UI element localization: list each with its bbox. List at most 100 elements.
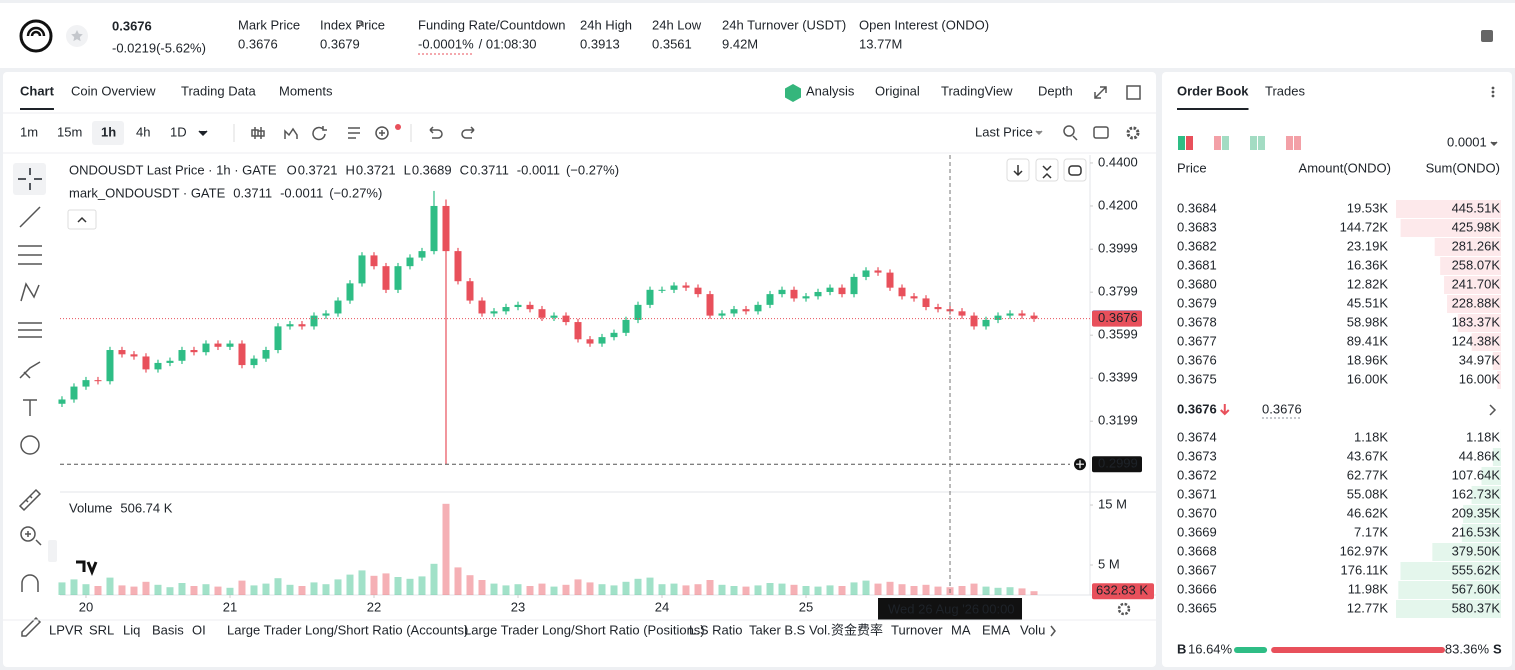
ohlc-value: 0.3721	[356, 162, 396, 177]
candle-body	[274, 326, 282, 351]
layout-icon[interactable]	[1286, 136, 1293, 150]
candle-body	[694, 287, 702, 295]
layout-icon[interactable]	[1294, 136, 1301, 150]
volume-tag-label: 632.83 K	[1096, 583, 1148, 598]
volume-bar	[586, 582, 594, 595]
chart-tab[interactable]: Trading Data	[181, 83, 256, 98]
candle-body	[934, 307, 942, 310]
notes-icon[interactable]	[1481, 30, 1493, 42]
chart-tab[interactable]: Coin Overview	[71, 83, 156, 98]
view-tab[interactable]: Analysis	[806, 83, 855, 98]
indicator[interactable]: L.S Ratio	[689, 622, 742, 637]
icon	[1050, 625, 1056, 637]
ohlc-value: 0.3721	[298, 162, 338, 177]
volume-bar	[526, 586, 534, 595]
indicator[interactable]: Turnover	[891, 622, 943, 637]
candle-body	[322, 313, 330, 316]
candle-body	[154, 362, 162, 370]
view-tab[interactable]: TradingView	[941, 83, 1013, 98]
depth-bar	[1444, 276, 1501, 294]
candle-body	[70, 386, 78, 400]
collapse-toolbar[interactable]	[48, 540, 57, 562]
indicator[interactable]: Liq	[123, 622, 140, 637]
chart-tab[interactable]: Moments	[279, 83, 333, 98]
indicator[interactable]: OI	[192, 622, 206, 637]
chart-tab[interactable]: Chart	[20, 83, 55, 98]
chart-button[interactable]	[1063, 158, 1087, 182]
row-amount: 176.11K	[1341, 562, 1389, 577]
volume-bar	[70, 579, 78, 595]
interval[interactable]: 1h	[101, 124, 116, 139]
collapse-legend[interactable]	[67, 209, 97, 230]
price-source[interactable]: Last Price	[975, 124, 1033, 139]
indicator[interactable]: Basis	[152, 622, 184, 637]
interval[interactable]: 1D	[170, 124, 187, 139]
layout-icon[interactable]	[1214, 136, 1221, 150]
volume-bar	[622, 581, 630, 595]
candle-body	[418, 251, 426, 258]
candle-body	[838, 287, 846, 295]
layout-icon[interactable]	[1222, 136, 1229, 150]
crosshair-label-bg	[878, 598, 1023, 620]
layout-icon[interactable]	[1178, 136, 1185, 150]
volume-bar	[730, 586, 738, 595]
indicator[interactable]: Large Trader Long/Short Ratio (Accounts)	[227, 622, 468, 637]
orderbook-tab[interactable]: Trades	[1265, 83, 1305, 98]
indicator[interactable]: LPVR	[49, 622, 83, 637]
view-tab[interactable]: Depth	[1038, 83, 1073, 98]
indicator[interactable]: MA	[951, 622, 971, 637]
candle-body	[970, 315, 978, 327]
y-tick-label: 0.4200	[1098, 197, 1138, 212]
interval[interactable]: 4h	[136, 124, 150, 139]
row-amount: 19.53K	[1347, 200, 1389, 215]
candle-body	[286, 324, 294, 327]
indicator[interactable]: Volu	[1020, 622, 1045, 637]
row-sum: 34.97K	[1459, 352, 1501, 367]
candle-body	[394, 266, 402, 290]
layout-icon[interactable]	[1250, 136, 1257, 150]
candle-body	[526, 304, 534, 310]
precision[interactable]: 0.0001	[1447, 134, 1487, 149]
icon	[1094, 86, 1107, 99]
icon	[76, 560, 98, 577]
view-tab[interactable]: Original	[875, 83, 920, 98]
depth-bar	[1434, 238, 1501, 256]
maximize-button[interactable]	[1126, 85, 1141, 100]
candle-body	[142, 356, 150, 370]
icon	[312, 126, 327, 141]
candle-body	[442, 205, 450, 252]
y-tick-label: 0.3999	[1098, 241, 1138, 256]
menu-dot[interactable]	[1491, 86, 1495, 90]
row-sum: 162.73K	[1452, 486, 1501, 501]
volume-bar	[250, 585, 258, 595]
logo	[19, 19, 53, 53]
volume-bar	[466, 575, 474, 595]
price-tag	[1092, 310, 1142, 327]
volume-bar	[814, 586, 822, 595]
indicator[interactable]: Large Trader Long/Short Ratio (Positions…	[464, 622, 705, 637]
menu-dot[interactable]	[1491, 90, 1495, 94]
indicator[interactable]: Taker B.S Vol.	[749, 622, 831, 637]
column-header: Sum(ONDO)	[1426, 160, 1500, 175]
layout-icon[interactable]	[1186, 136, 1193, 150]
indicator[interactable]: SRL	[89, 622, 114, 637]
mark-legend: mark_ONDOUSDT · GATE	[69, 185, 226, 200]
candle-body	[94, 380, 102, 382]
layout-icon[interactable]	[1258, 136, 1265, 150]
indicator[interactable]: 资金费率	[831, 622, 883, 637]
menu-dot[interactable]	[1491, 94, 1495, 98]
countdown: / 01:08:30	[479, 36, 537, 51]
volume-bar	[214, 586, 222, 595]
interval[interactable]: 15m	[57, 124, 82, 139]
interval[interactable]: 1m	[20, 124, 38, 139]
candle-body	[982, 319, 990, 327]
candle-body	[502, 307, 510, 312]
indicator[interactable]: EMA	[982, 622, 1011, 637]
depth-bar	[1400, 219, 1501, 237]
orderbook-tab[interactable]: Order Book	[1177, 83, 1249, 98]
icon	[1076, 460, 1084, 469]
row-amount: 46.62K	[1347, 505, 1389, 520]
ohlc-value: 0.3689	[412, 162, 452, 177]
candle-body	[406, 257, 414, 267]
